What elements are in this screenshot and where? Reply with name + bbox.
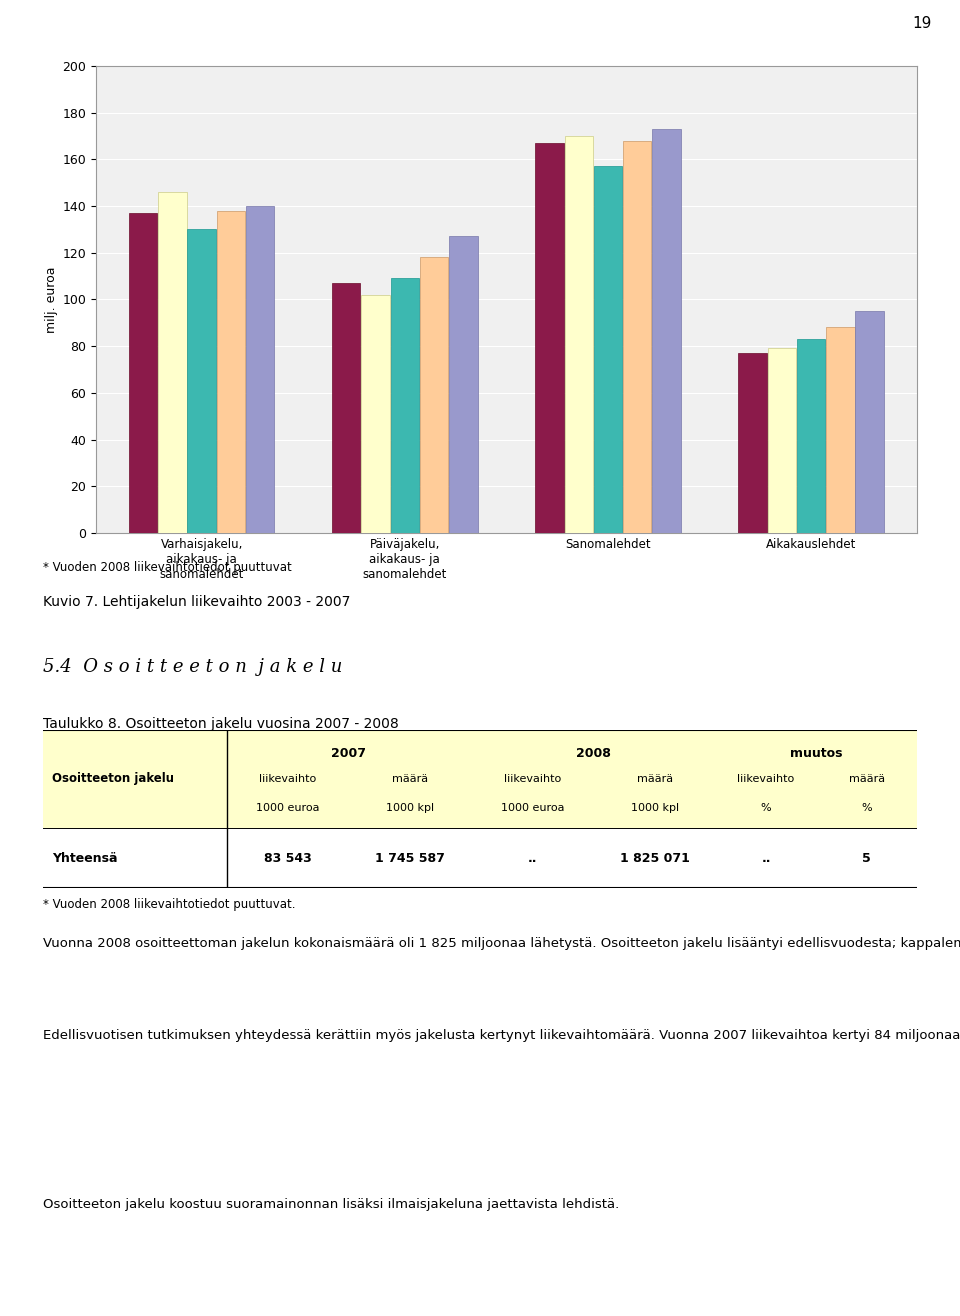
Text: Yhteensä: Yhteensä: [52, 851, 117, 865]
Text: 1000 euroa: 1000 euroa: [501, 803, 564, 813]
Text: 5.4  O s o i t t e e t o n  j a k e l u: 5.4 O s o i t t e e t o n j a k e l u: [43, 658, 343, 676]
Text: Taulukko 8. Osoitteeton jakelu vuosina 2007 - 2008: Taulukko 8. Osoitteeton jakelu vuosina 2…: [43, 717, 399, 732]
Bar: [652, 129, 681, 533]
Bar: [449, 237, 477, 533]
Bar: [564, 136, 593, 533]
Text: 1000 euroa: 1000 euroa: [256, 803, 320, 813]
Text: Edellisvuotisen tutkimuksen yhteydessä kerättiin myös jakelusta kertynyt liikeva: Edellisvuotisen tutkimuksen yhteydessä k…: [43, 1029, 960, 1042]
Text: Vuonna 2008 osoitteettoman jakelun kokonaismäärä oli 1 825 miljoonaa lähetystä. : Vuonna 2008 osoitteettoman jakelun kokon…: [43, 937, 960, 950]
Text: 2007: 2007: [331, 746, 367, 759]
Text: Kuvio 7. Lehtijakelun liikevaihto 2003 - 2007: Kuvio 7. Lehtijakelun liikevaihto 2003 -…: [43, 595, 350, 609]
Text: ..: ..: [761, 851, 771, 865]
Bar: [246, 205, 275, 533]
Text: * Vuoden 2008 liikevaihtotiedot puuttuvat: * Vuoden 2008 liikevaihtotiedot puuttuva…: [43, 561, 292, 574]
Bar: [187, 229, 216, 533]
Text: %: %: [760, 803, 772, 813]
Text: Osoitteeton jakelu koostuu suoramainonnan lisäksi ilmaisjakeluna jaettavista leh: Osoitteeton jakelu koostuu suoramainonna…: [43, 1198, 619, 1211]
Bar: [332, 283, 361, 533]
Text: 19: 19: [912, 16, 931, 30]
Text: 2008: 2008: [576, 746, 611, 759]
Text: ..: ..: [528, 851, 538, 865]
Text: määrä: määrä: [636, 774, 673, 783]
Legend: 2003, 2004, 2005, 2006, 2007: 2003, 2004, 2005, 2006, 2007: [345, 746, 668, 770]
Bar: [738, 353, 767, 533]
Text: liikevaihto: liikevaihto: [259, 774, 317, 783]
Text: määrä: määrä: [392, 774, 428, 783]
Bar: [768, 349, 796, 533]
Bar: [623, 141, 652, 533]
Bar: [797, 340, 826, 533]
Text: Osoitteeton jakelu: Osoitteeton jakelu: [52, 772, 174, 786]
Bar: [158, 192, 186, 533]
Text: määrä: määrä: [849, 774, 884, 783]
Bar: [827, 328, 854, 533]
Text: 83 543: 83 543: [264, 851, 312, 865]
Text: liikevaihto: liikevaihto: [737, 774, 795, 783]
Y-axis label: milj. euroa: milj. euroa: [45, 266, 59, 333]
Bar: [855, 311, 884, 533]
Text: liikevaihto: liikevaihto: [504, 774, 561, 783]
Text: 1000 kpl: 1000 kpl: [631, 803, 679, 813]
Bar: [420, 258, 448, 533]
Text: muutos: muutos: [790, 746, 843, 759]
Bar: [594, 166, 622, 533]
Text: 5: 5: [862, 851, 871, 865]
Text: 1000 kpl: 1000 kpl: [386, 803, 434, 813]
Bar: [217, 211, 245, 533]
Text: %: %: [861, 803, 872, 813]
Bar: [361, 295, 390, 533]
Bar: [391, 279, 419, 533]
Bar: [536, 143, 564, 533]
FancyBboxPatch shape: [43, 730, 917, 828]
Text: 1 825 071: 1 825 071: [620, 851, 689, 865]
Text: 1 745 587: 1 745 587: [375, 851, 445, 865]
Text: * Vuoden 2008 liikevaihtotiedot puuttuvat.: * Vuoden 2008 liikevaihtotiedot puuttuva…: [43, 898, 296, 911]
Bar: [129, 213, 157, 533]
